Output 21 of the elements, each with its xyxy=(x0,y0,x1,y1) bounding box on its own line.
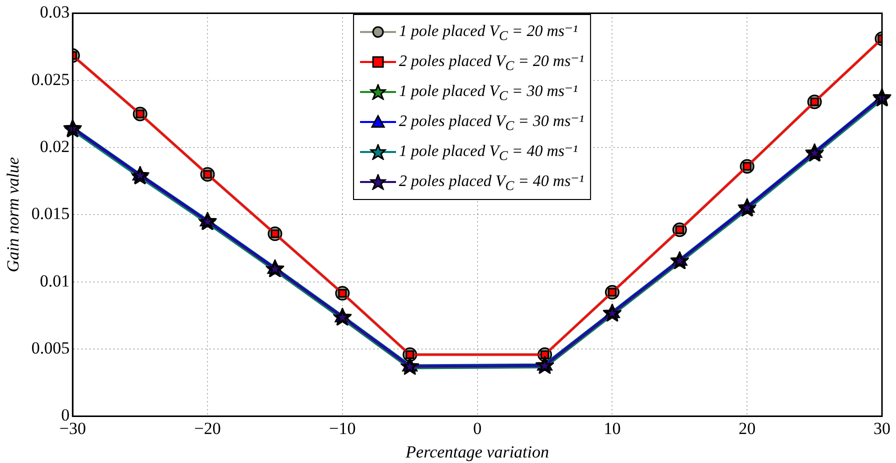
x-tick-label: 0 xyxy=(473,418,482,438)
x-tick-label: −10 xyxy=(329,418,356,438)
x-tick-label: −20 xyxy=(194,418,221,438)
legend-label: 2 poles placed V$_{C}$ = 40 ms⁻¹ xyxy=(399,173,584,194)
legend-label: 1 pole placed V$_{C}$ = 20 ms⁻¹ xyxy=(399,23,578,44)
x-tick-label: 10 xyxy=(604,418,621,438)
y-tick-label: 0.02 xyxy=(40,137,70,156)
y-tick-label: 0 xyxy=(61,406,70,425)
y-axis-title: Gain norm value xyxy=(4,156,23,272)
legend-label: 2 poles placed V$_{C}$ = 20 ms⁻¹ xyxy=(399,53,584,74)
x-axis-title: Percentage variation xyxy=(404,442,550,462)
y-tick-label: 0.03 xyxy=(40,2,70,22)
x-tick-label: 30 xyxy=(874,418,890,438)
legend-label: 1 pole placed V$_{C}$ = 40 ms⁻¹ xyxy=(399,143,578,164)
y-tick-label: 0.005 xyxy=(31,338,70,358)
legend-label: 2 poles placed V$_{C}$ = 30 ms⁻¹ xyxy=(399,113,584,134)
legend-label: 1 pole placed V$_{C}$ = 30 ms⁻¹ xyxy=(399,83,578,104)
x-tick-label: 20 xyxy=(738,418,756,438)
y-tick-label: 0.015 xyxy=(31,204,70,224)
y-tick-label: 0.01 xyxy=(40,271,70,290)
y-tick-label: 0.025 xyxy=(31,70,70,89)
